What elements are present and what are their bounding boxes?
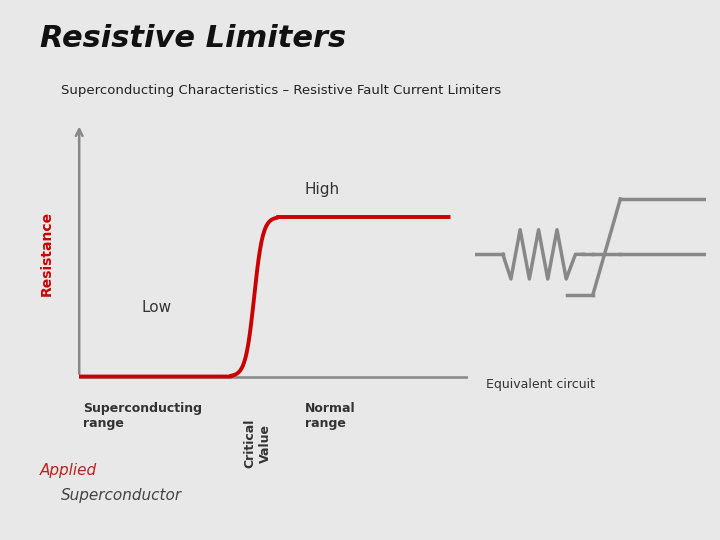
- Text: Low: Low: [141, 300, 171, 315]
- Text: Superconducting
range: Superconducting range: [83, 402, 202, 430]
- Text: Applied: Applied: [40, 463, 96, 478]
- Text: Normal
range: Normal range: [305, 402, 356, 430]
- Text: Superconductor: Superconductor: [61, 488, 182, 503]
- Text: Superconducting Characteristics – Resistive Fault Current Limiters: Superconducting Characteristics – Resist…: [61, 84, 501, 97]
- Text: High: High: [305, 183, 340, 197]
- Text: Equivalent circuit: Equivalent circuit: [486, 378, 595, 391]
- Text: Resistive Limiters: Resistive Limiters: [40, 24, 346, 53]
- Text: Critical
Value: Critical Value: [244, 418, 271, 468]
- Text: Resistance: Resistance: [40, 211, 54, 296]
